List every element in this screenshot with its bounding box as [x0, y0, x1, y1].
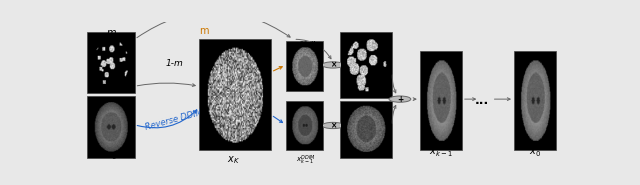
FancyArrowPatch shape [137, 11, 290, 38]
Bar [340, 100, 392, 157]
Text: Reverse DDIM: Reverse DDIM [145, 108, 204, 132]
Text: $\hat{x}_0$: $\hat{x}_0$ [529, 143, 541, 159]
Bar [340, 32, 392, 98]
Text: $x_K$: $x_K$ [227, 155, 240, 166]
Text: ×: × [330, 60, 336, 69]
FancyArrowPatch shape [273, 67, 282, 71]
FancyArrowPatch shape [323, 124, 326, 127]
Bar [286, 101, 323, 150]
Text: 1-m: 1-m [165, 59, 183, 68]
FancyArrowPatch shape [495, 98, 510, 100]
Text: m: m [106, 28, 116, 38]
FancyArrowPatch shape [392, 105, 396, 123]
Text: $x_0$: $x_0$ [106, 150, 117, 162]
Bar [420, 51, 462, 150]
FancyArrowPatch shape [392, 75, 396, 93]
FancyArrowPatch shape [138, 83, 195, 86]
Text: +: + [397, 95, 403, 104]
FancyArrowPatch shape [413, 98, 416, 100]
Text: ...: ... [475, 94, 489, 107]
Circle shape [322, 62, 344, 68]
Text: $x_{k-1}^{DDPM}$: $x_{k-1}^{DDPM}$ [295, 39, 316, 53]
Bar [199, 39, 271, 150]
FancyArrowPatch shape [323, 63, 326, 66]
Circle shape [322, 122, 344, 129]
FancyArrowPatch shape [341, 63, 344, 66]
Text: $\hat{x}_{k-1}$: $\hat{x}_{k-1}$ [429, 143, 453, 159]
FancyArrowPatch shape [296, 39, 331, 59]
Bar [88, 32, 134, 93]
Bar [88, 96, 134, 157]
Bar [514, 51, 556, 150]
FancyArrowPatch shape [465, 98, 476, 100]
FancyArrowPatch shape [137, 110, 196, 128]
Circle shape [389, 96, 411, 102]
Text: m: m [199, 26, 209, 36]
FancyArrowPatch shape [273, 116, 282, 122]
Bar [286, 41, 323, 91]
FancyArrowPatch shape [341, 124, 344, 127]
Text: ×: × [330, 121, 336, 130]
Text: $x_{k-1}^{DDIM}$: $x_{k-1}^{DDIM}$ [296, 153, 316, 166]
